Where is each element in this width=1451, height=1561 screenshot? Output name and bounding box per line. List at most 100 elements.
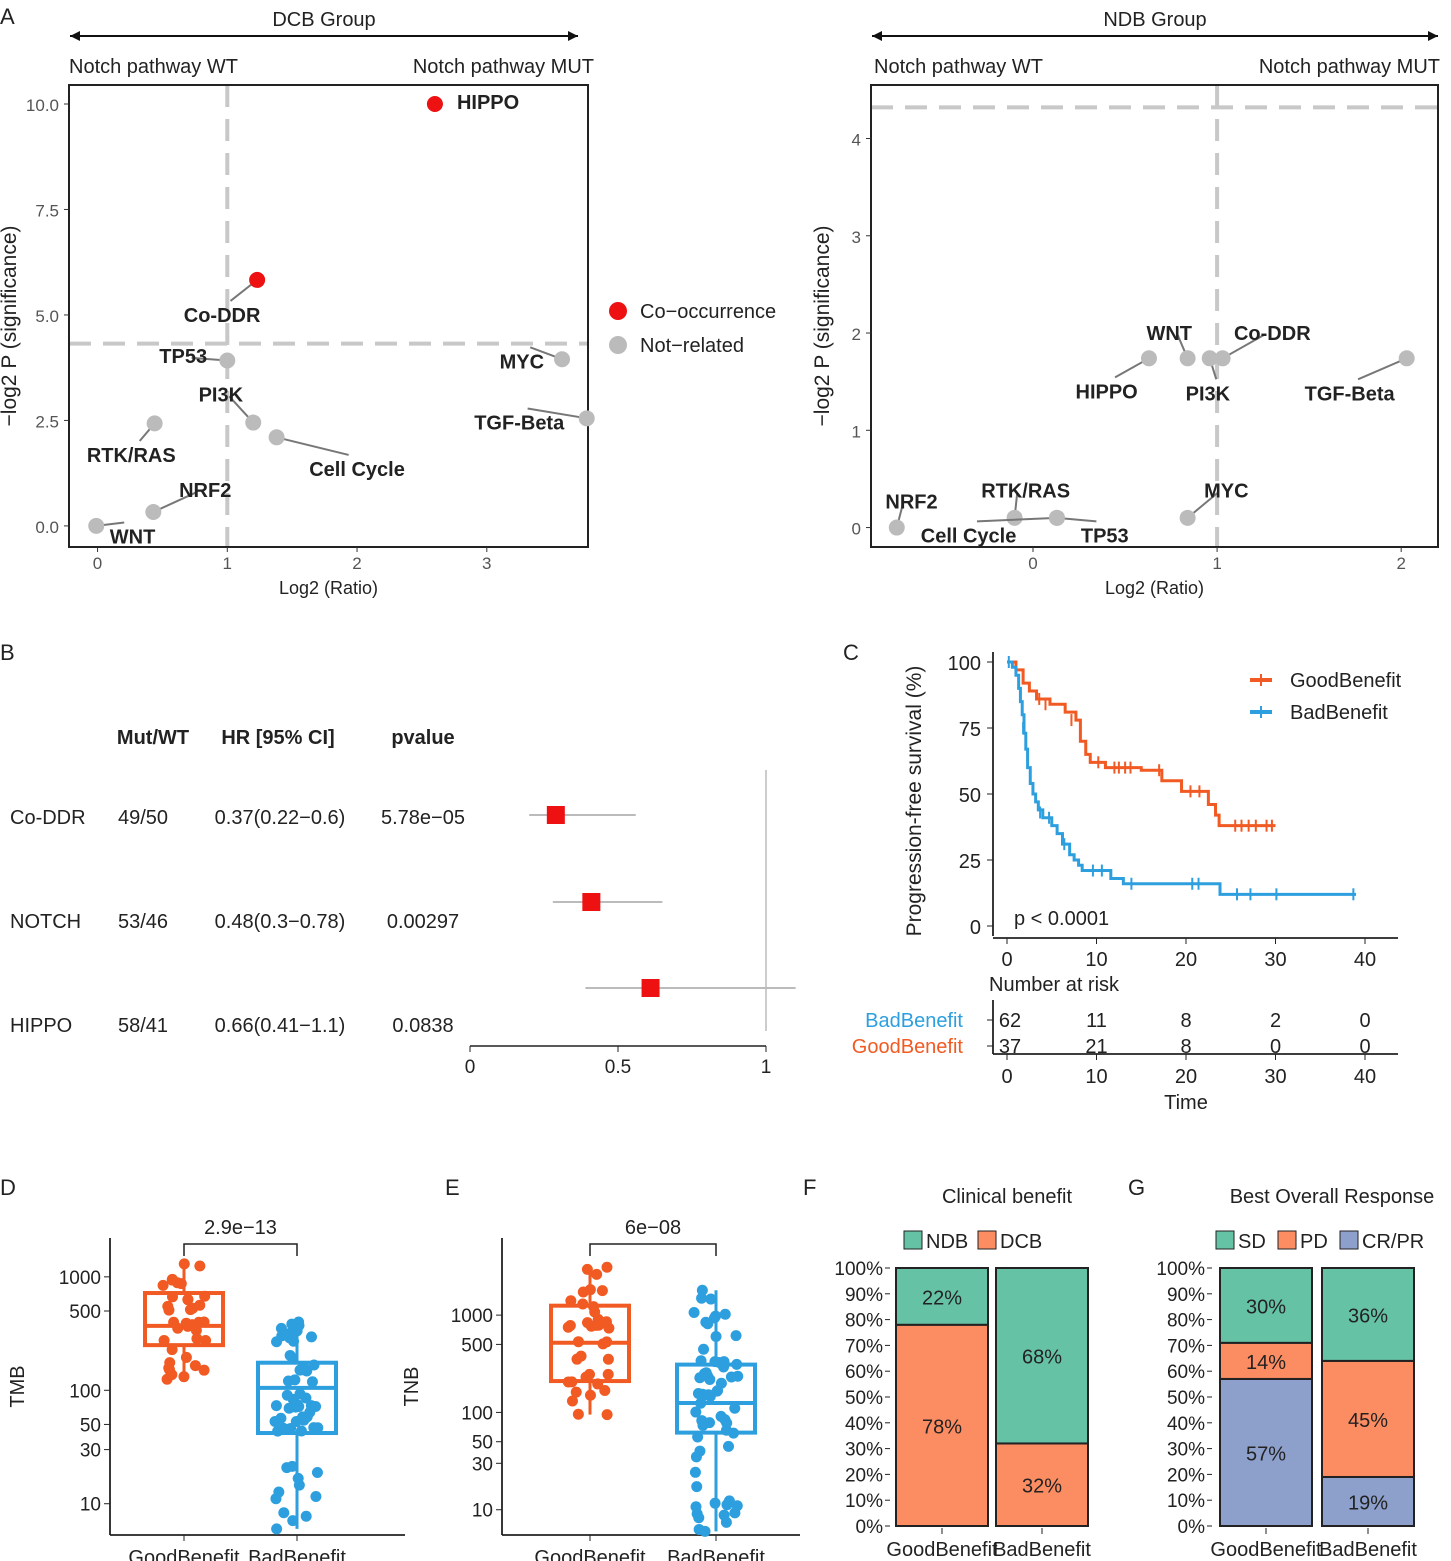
forest-row-pvalue: 5.78e−05 bbox=[381, 807, 465, 829]
box-jitter-point bbox=[585, 1320, 597, 1332]
box-jitter-point bbox=[710, 1310, 722, 1322]
stacked-segment-label: 14% bbox=[1246, 1352, 1286, 1374]
point-label: TGF-Beta bbox=[474, 413, 565, 435]
box-jitter-point bbox=[178, 1258, 190, 1270]
x-tick-label: 2 bbox=[352, 554, 361, 573]
forest-row-name: HIPPO bbox=[10, 1015, 72, 1037]
stacked-segment-lilac bbox=[1219, 1377, 1313, 1527]
point-label: HIPPO bbox=[457, 92, 519, 114]
point-label: NRF2 bbox=[179, 480, 231, 502]
box-jitter-point bbox=[300, 1510, 312, 1522]
box-jitter-point bbox=[282, 1375, 294, 1387]
group-arrow-left-head bbox=[70, 31, 80, 41]
box-jitter-point bbox=[691, 1481, 703, 1493]
km-legend-label: GoodBenefit bbox=[1290, 670, 1402, 692]
panel-letter-g: G bbox=[1128, 1175, 1145, 1200]
box-jitter-point bbox=[588, 1301, 600, 1313]
forest-row-mutwt: 49/50 bbox=[118, 807, 168, 829]
panel-letter-f: F bbox=[803, 1175, 816, 1200]
box-jitter-point bbox=[275, 1412, 287, 1424]
x-tick-label: 3 bbox=[482, 554, 491, 573]
risk-x-tick-label: 0 bbox=[1001, 1066, 1012, 1088]
box-jitter-point bbox=[730, 1330, 742, 1342]
box-jitter-point bbox=[273, 1486, 285, 1498]
box-y-tick-label: 50 bbox=[472, 1433, 493, 1454]
box-jitter-point bbox=[705, 1293, 717, 1305]
point-co-ddr bbox=[249, 271, 266, 288]
panel-a-dcb-scatter: DCB Group Notch pathway WT Notch pathway M… bbox=[0, 9, 776, 598]
stacked-legend-label: SD bbox=[1238, 1231, 1266, 1253]
box-jitter-point bbox=[719, 1308, 731, 1320]
forest-row-hr: 0.37(0.22−0.6) bbox=[215, 807, 346, 829]
box-jitter-point bbox=[688, 1306, 700, 1318]
box-jitter-point bbox=[564, 1320, 576, 1332]
box-jitter-point bbox=[721, 1499, 733, 1511]
box-y-axis-title: TMB bbox=[7, 1365, 29, 1407]
point-myc bbox=[1179, 509, 1196, 526]
box-jitter-point bbox=[162, 1300, 174, 1312]
stacked-y-tick-label: 90% bbox=[1167, 1285, 1205, 1306]
box-jitter-point bbox=[592, 1313, 604, 1325]
group-arrow-left-head bbox=[872, 31, 882, 41]
box-y-tick-label: 100 bbox=[461, 1403, 493, 1424]
box-jitter-point bbox=[693, 1523, 705, 1535]
box-jitter-point bbox=[721, 1417, 733, 1429]
box-jitter-point bbox=[698, 1343, 710, 1355]
box-jitter-point bbox=[562, 1376, 574, 1388]
box-jitter-point bbox=[692, 1431, 704, 1443]
point-label: RTK/RAS bbox=[981, 481, 1070, 503]
point-pi3k bbox=[1201, 350, 1218, 367]
box-jitter-point bbox=[166, 1273, 178, 1285]
plot-frame bbox=[870, 84, 1439, 548]
box-jitter-point bbox=[278, 1507, 290, 1519]
box-y-tick-label: 30 bbox=[80, 1441, 101, 1462]
km-curve-badbenefit bbox=[1007, 660, 1357, 896]
box-jitter-point bbox=[572, 1336, 584, 1348]
forest-row-mutwt: 58/41 bbox=[118, 1015, 168, 1037]
box-jitter-point bbox=[175, 1278, 187, 1290]
stacked-legend-swatch bbox=[1277, 1230, 1297, 1250]
stacked-title: Clinical benefit bbox=[942, 1186, 1073, 1208]
box-jitter-point bbox=[603, 1322, 615, 1334]
stacked-y-tick-label: 60% bbox=[1167, 1362, 1205, 1383]
point-hippo bbox=[426, 95, 443, 112]
point-label: WNT bbox=[110, 526, 156, 548]
box-jitter-point bbox=[700, 1316, 712, 1328]
x-tick-label: 2 bbox=[1396, 554, 1405, 573]
stacked-segment-label: 45% bbox=[1348, 1410, 1388, 1432]
stacked-x-tick-label: BadBenefit bbox=[993, 1539, 1091, 1561]
stacked-legend-label: DCB bbox=[1000, 1231, 1042, 1253]
box-jitter-point bbox=[599, 1385, 611, 1397]
x-tick-label: 1 bbox=[1212, 554, 1221, 573]
box-jitter-point bbox=[310, 1491, 322, 1503]
point-label: Cell Cycle bbox=[921, 525, 1017, 547]
stacked-legend-swatch bbox=[977, 1230, 997, 1250]
box-jitter-point bbox=[289, 1319, 301, 1331]
box-jitter-point bbox=[720, 1516, 732, 1528]
stacked-y-tick-label: 40% bbox=[845, 1414, 883, 1435]
stacked-title: Best Overall Response bbox=[1230, 1186, 1435, 1208]
box-jitter-point bbox=[728, 1427, 740, 1439]
notch-wt-label: Notch pathway WT bbox=[874, 56, 1043, 78]
box-jitter-point bbox=[294, 1388, 306, 1400]
box-jitter-point bbox=[689, 1466, 701, 1478]
box-jitter-point bbox=[581, 1263, 593, 1275]
significance-pvalue: 2.9e−13 bbox=[204, 1217, 277, 1239]
point-rtk-ras bbox=[1006, 509, 1023, 526]
point-tgf-beta bbox=[578, 410, 595, 427]
stacked-y-tick-label: 100% bbox=[834, 1259, 883, 1280]
point-label: HIPPO bbox=[1076, 381, 1138, 403]
risk-row-label: GoodBenefit bbox=[852, 1036, 964, 1058]
stacked-y-tick-label: 80% bbox=[1167, 1311, 1205, 1332]
box-jitter-point bbox=[693, 1512, 705, 1524]
stacked-y-tick-label: 20% bbox=[845, 1465, 883, 1486]
forest-row-hr: 0.66(0.41−1.1) bbox=[215, 1015, 346, 1037]
box-x-tick-label: GoodBenefit bbox=[128, 1547, 240, 1561]
box-jitter-point bbox=[572, 1408, 584, 1420]
stacked-segment-label: 19% bbox=[1348, 1492, 1388, 1514]
stacked-legend-swatch bbox=[903, 1230, 923, 1250]
km-y-tick-label: 75 bbox=[959, 719, 981, 741]
forest-row-name: NOTCH bbox=[10, 911, 81, 933]
box-y-axis-title: TNB bbox=[401, 1367, 423, 1407]
